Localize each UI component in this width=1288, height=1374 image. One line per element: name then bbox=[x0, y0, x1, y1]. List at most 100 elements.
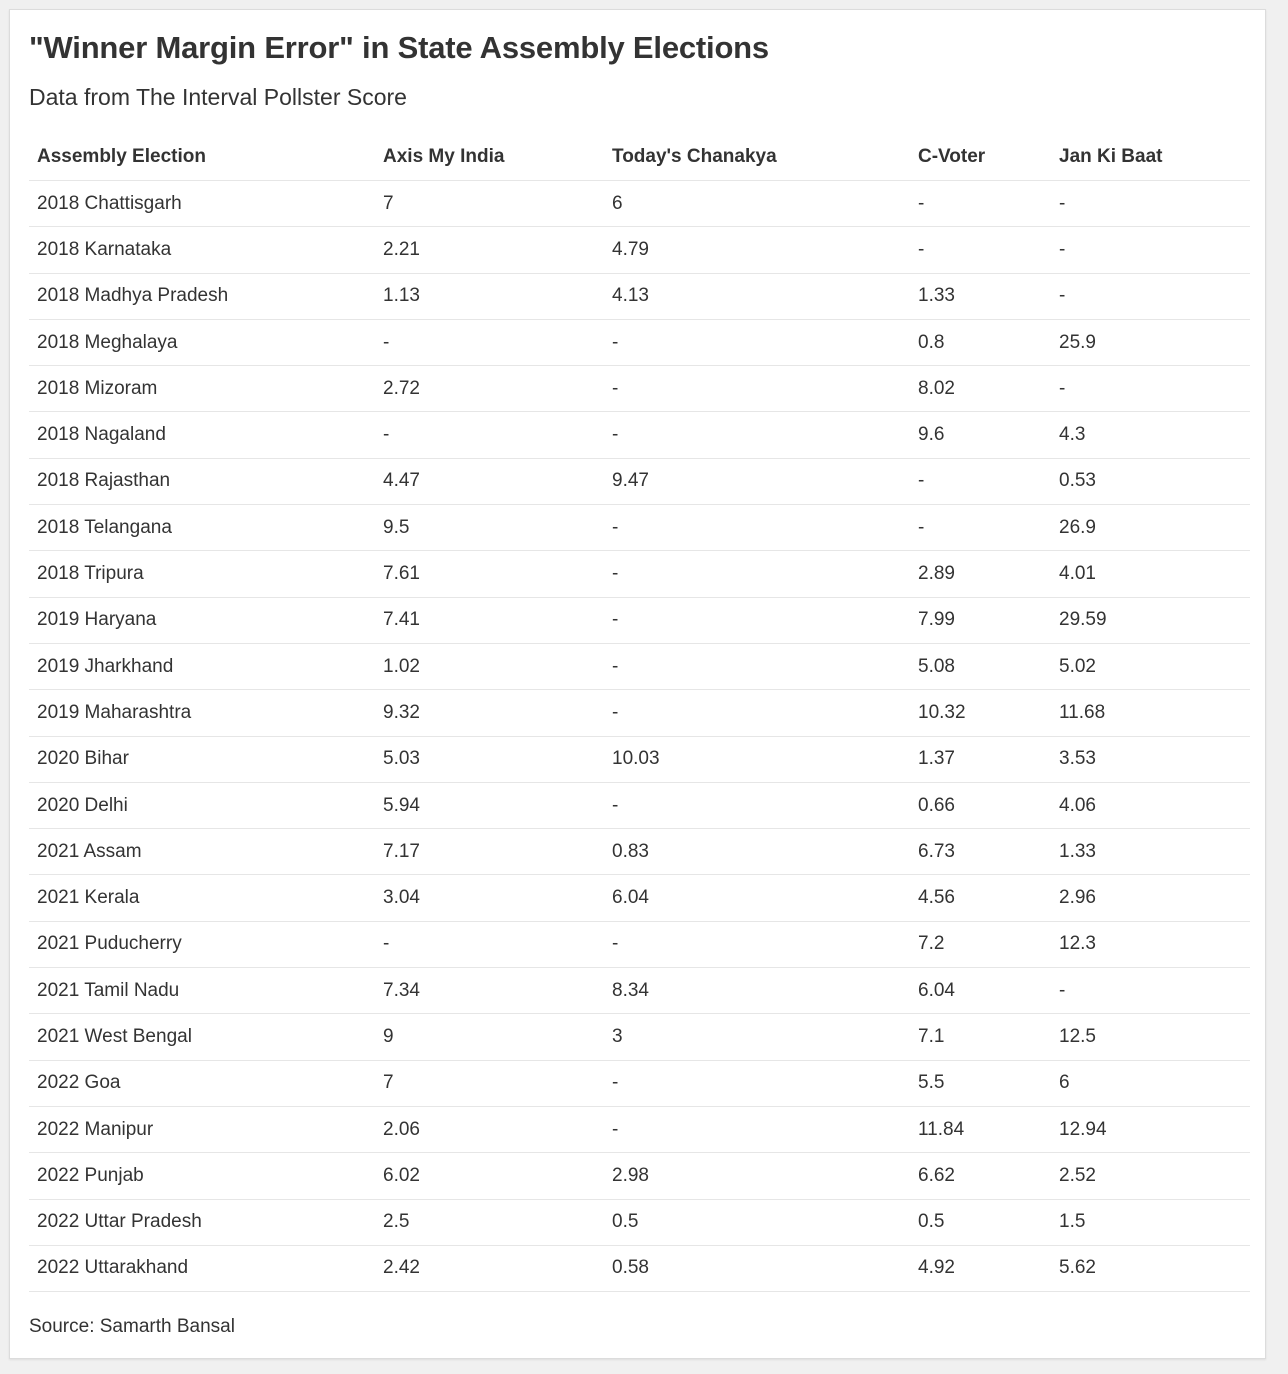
value-cell: 0.5 bbox=[604, 1199, 910, 1246]
column-header: Jan Ki Baat bbox=[1051, 134, 1250, 181]
table-row: 2018 Karnataka 2.21 4.79- - bbox=[29, 226, 1250, 274]
table-row: 2021 Tamil Nadu 7.34 8.34 6.04- bbox=[29, 967, 1250, 1015]
table-row: 2022 Manipur 2.06-11.84 12.94 bbox=[29, 1106, 1250, 1154]
value-cell: 10.32 bbox=[910, 689, 1051, 737]
table-row: 2018 Rajasthan 4.47 9.47-0.53 bbox=[29, 458, 1250, 506]
table-row: 2018 Mizoram 2.72-8.02- bbox=[29, 365, 1250, 413]
row-label-cell: 2019 Haryana bbox=[29, 597, 375, 644]
header-row: Assembly Election Axis My India Today's Ch… bbox=[29, 134, 1250, 181]
value-cell: - bbox=[910, 504, 1051, 552]
table-row: 2021 Assam 7.17 0.83 6.73 1.33 bbox=[29, 828, 1250, 876]
row-label-cell: 2018 Nagaland bbox=[29, 411, 375, 459]
value-cell: - bbox=[910, 226, 1051, 274]
value-cell: - bbox=[910, 458, 1051, 506]
value-cell: 2.72 bbox=[375, 365, 604, 413]
value-cell: - bbox=[604, 689, 910, 737]
row-label-cell: 2021 Kerala bbox=[29, 874, 375, 922]
value-cell: - bbox=[1051, 273, 1250, 320]
value-cell: - bbox=[375, 319, 604, 367]
table-row: 2020 Bihar 5.03 10.03 1.37 3.53 bbox=[29, 736, 1250, 783]
row-label-cell: 2020 Delhi bbox=[29, 782, 375, 830]
value-cell: 9.47 bbox=[604, 458, 910, 506]
chart-subtitle: Data from The Interval Pollster Score bbox=[29, 84, 407, 110]
table-row: 2019 Maharashtra 9.32-10.32 11.68 bbox=[29, 689, 1250, 737]
column-header: Axis My India bbox=[375, 134, 604, 181]
value-cell: 1.5 bbox=[1051, 1199, 1250, 1246]
value-cell: - bbox=[1051, 365, 1250, 413]
value-cell: - bbox=[604, 597, 910, 644]
value-cell: - bbox=[604, 921, 910, 969]
value-cell: 4.06 bbox=[1051, 782, 1250, 830]
value-cell: 9.5 bbox=[375, 504, 604, 552]
table-row: 2022 Punjab 6.02 2.98 6.62 2.52 bbox=[29, 1152, 1250, 1200]
value-cell: - bbox=[604, 319, 910, 367]
value-cell: 5.08 bbox=[910, 643, 1051, 691]
row-label-cell: 2022 Uttar Pradesh bbox=[29, 1199, 375, 1246]
value-cell: 12.5 bbox=[1051, 1013, 1250, 1061]
value-cell: - bbox=[604, 550, 910, 598]
row-label-cell: 2021 West Bengal bbox=[29, 1013, 375, 1061]
value-cell: 5.03 bbox=[375, 736, 604, 783]
value-cell: 2.06 bbox=[375, 1106, 604, 1154]
row-label-cell: 2021 Puducherry bbox=[29, 921, 375, 969]
value-cell: 4.56 bbox=[910, 874, 1051, 922]
table-row: 2019 Haryana 7.41-7.99 29.59 bbox=[29, 597, 1250, 644]
value-cell: 1.33 bbox=[1051, 828, 1250, 876]
value-cell: - bbox=[1051, 967, 1250, 1015]
value-cell: 1.02 bbox=[375, 643, 604, 691]
table-row: 2021 Kerala 3.04 6.04 4.56 2.96 bbox=[29, 874, 1250, 922]
table-row: 2018 Madhya Pradesh 1.13 4.13 1.33- bbox=[29, 273, 1250, 320]
value-cell: 9 bbox=[375, 1013, 604, 1061]
value-cell: 11.68 bbox=[1051, 689, 1250, 737]
value-cell: 11.84 bbox=[910, 1106, 1051, 1154]
row-label-cell: 2018 Karnataka bbox=[29, 226, 375, 274]
value-cell: 4.3 bbox=[1051, 411, 1250, 459]
value-cell: 7.1 bbox=[910, 1013, 1051, 1061]
table-row: 2018 Telangana 9.5- -26.9 bbox=[29, 504, 1250, 552]
value-cell: 2.42 bbox=[375, 1245, 604, 1293]
value-cell: 2.89 bbox=[910, 550, 1051, 598]
value-cell: 2.5 bbox=[375, 1199, 604, 1246]
value-cell: 0.53 bbox=[1051, 458, 1250, 506]
value-cell: 5.02 bbox=[1051, 643, 1250, 691]
value-cell: 1.37 bbox=[910, 736, 1051, 783]
table-row: 2022 Uttarakhand 2.42 0.58 4.92 5.62 bbox=[29, 1245, 1250, 1293]
value-cell: - bbox=[604, 1060, 910, 1107]
value-cell: - bbox=[604, 365, 910, 413]
value-cell: 12.3 bbox=[1051, 921, 1250, 969]
value-cell: 9.6 bbox=[910, 411, 1051, 459]
value-cell: 0.83 bbox=[604, 828, 910, 876]
row-label-cell: 2019 Jharkhand bbox=[29, 643, 375, 691]
table-row: 2021 Puducherry - -7.2 12.3 bbox=[29, 921, 1250, 969]
table-row: 2022 Goa 7-5.5 6 bbox=[29, 1060, 1250, 1107]
value-cell: 6.62 bbox=[910, 1152, 1051, 1200]
value-cell: 0.66 bbox=[910, 782, 1051, 830]
value-cell: 3.04 bbox=[375, 874, 604, 922]
value-cell: 7.99 bbox=[910, 597, 1051, 644]
table-row: 2019 Jharkhand 1.02-5.08 5.02 bbox=[29, 643, 1250, 691]
value-cell: 26.9 bbox=[1051, 504, 1250, 552]
value-cell: - bbox=[375, 921, 604, 969]
chart-card: "Winner Margin Error" in State Assembly … bbox=[9, 9, 1266, 1359]
value-cell: 0.58 bbox=[604, 1245, 910, 1293]
value-cell: 7.17 bbox=[375, 828, 604, 876]
value-cell: - bbox=[604, 504, 910, 552]
value-cell: 2.52 bbox=[1051, 1152, 1250, 1200]
row-label-cell: 2018 Mizoram bbox=[29, 365, 375, 413]
row-label-cell: 2022 Manipur bbox=[29, 1106, 375, 1154]
table-row: 2018 Tripura 7.61-2.89 4.01 bbox=[29, 550, 1250, 598]
value-cell: 4.13 bbox=[604, 273, 910, 320]
value-cell: 5.5 bbox=[910, 1060, 1051, 1107]
table-row: 2018 Nagaland - -9.6 4.3 bbox=[29, 411, 1250, 459]
chart-title: "Winner Margin Error" in State Assembly … bbox=[29, 30, 769, 65]
row-label-cell: 2018 Meghalaya bbox=[29, 319, 375, 367]
table-row: 2022 Uttar Pradesh 2.5 0.5 0.5 1.5 bbox=[29, 1199, 1250, 1246]
table-row: 2018 Meghalaya - -0.8 25.9 bbox=[29, 319, 1250, 367]
value-cell: 5.94 bbox=[375, 782, 604, 830]
value-cell: 10.03 bbox=[604, 736, 910, 783]
table-header: Assembly Election Axis My India Today's Ch… bbox=[29, 134, 1250, 181]
value-cell: 7 bbox=[375, 180, 604, 228]
value-cell: 7.61 bbox=[375, 550, 604, 598]
row-label-cell: 2022 Punjab bbox=[29, 1152, 375, 1200]
row-label-cell: 2022 Uttarakhand bbox=[29, 1245, 375, 1293]
